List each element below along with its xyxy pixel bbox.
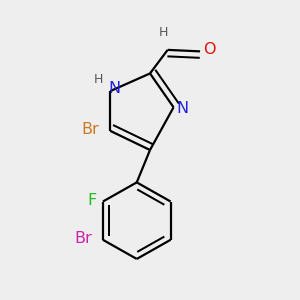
Text: O: O — [202, 41, 215, 56]
Text: N: N — [109, 81, 121, 96]
Text: N: N — [176, 101, 188, 116]
Text: H: H — [159, 26, 168, 39]
Text: H: H — [94, 73, 103, 86]
Text: Br: Br — [81, 122, 99, 137]
Text: F: F — [87, 193, 96, 208]
Text: Br: Br — [74, 231, 92, 246]
